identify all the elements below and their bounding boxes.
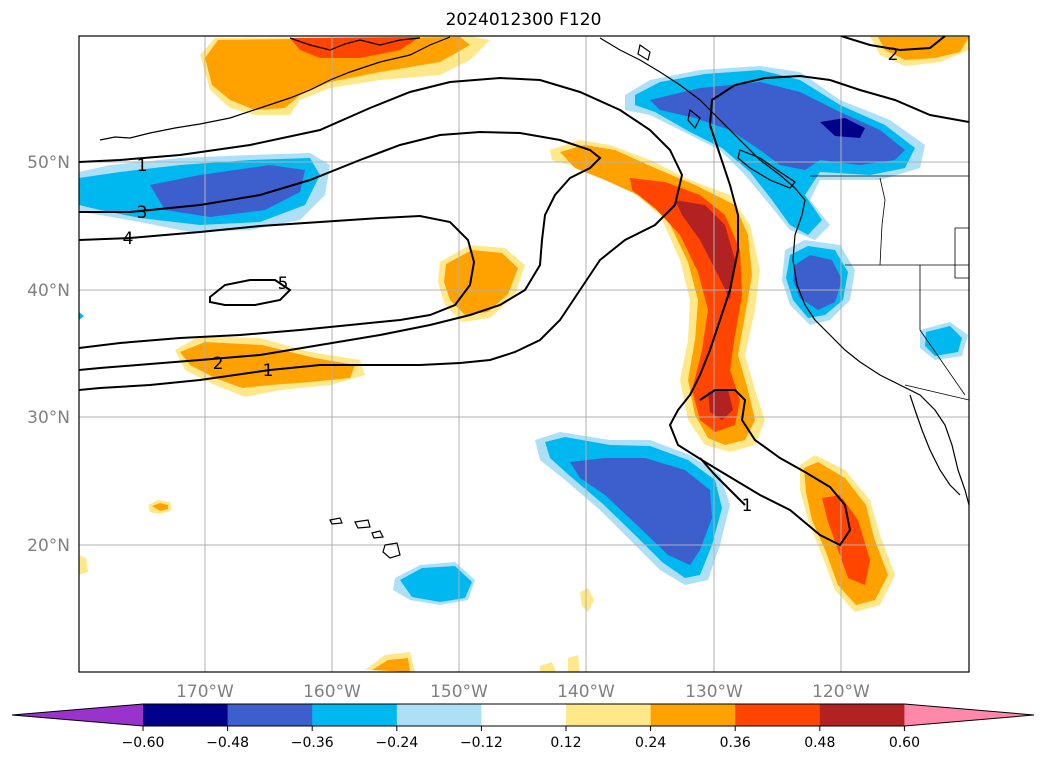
map-title: 2024012300 F120 bbox=[445, 10, 602, 30]
colorbar-segment bbox=[312, 704, 398, 726]
lon-label: 140°W bbox=[557, 682, 615, 702]
lon-label: 120°W bbox=[812, 682, 870, 702]
contour-label: 2 bbox=[213, 354, 224, 374]
contour-lines bbox=[79, 36, 969, 547]
colorbar-tick-label: 0.24 bbox=[635, 735, 666, 751]
colorbar-segment bbox=[735, 704, 821, 726]
colorbar-tick-label: −0.60 bbox=[122, 735, 165, 751]
graticule bbox=[79, 36, 969, 672]
latitude-labels: 50°N 40°N 30°N 20°N bbox=[27, 153, 70, 556]
colorbar-tick-label: −0.12 bbox=[460, 735, 503, 751]
lat-label: 50°N bbox=[27, 153, 70, 173]
colorbar-extend-low bbox=[12, 704, 143, 726]
lon-label: 160°W bbox=[303, 682, 361, 702]
contour-label: 4 bbox=[123, 229, 134, 249]
longitude-labels: 170°W 160°W 150°W 140°W 130°W 120°W bbox=[176, 682, 870, 702]
colorbar-segment bbox=[396, 704, 482, 726]
lat-label: 20°N bbox=[27, 536, 70, 556]
lon-label: 150°W bbox=[430, 682, 488, 702]
colorbar-tick-label: 0.36 bbox=[720, 735, 751, 751]
colorbar-segment bbox=[566, 704, 652, 726]
colorbar-tick-label: 0.12 bbox=[550, 735, 581, 751]
colorbar-segment bbox=[481, 704, 567, 726]
colorbar-tick-label: 0.60 bbox=[889, 735, 920, 751]
lat-label: 30°N bbox=[27, 408, 70, 428]
contour-label: 1 bbox=[742, 496, 753, 516]
lon-label: 130°W bbox=[685, 682, 743, 702]
colorbar-tick-label: −0.24 bbox=[375, 735, 418, 751]
colorbar-segment bbox=[227, 704, 313, 726]
colorbar-segment bbox=[650, 704, 736, 726]
contour-label: 1 bbox=[137, 156, 148, 176]
coastlines bbox=[99, 36, 969, 559]
map-frame bbox=[78, 35, 970, 673]
contour-label-group: 1 3 4 5 2 1 2 1 bbox=[123, 45, 899, 516]
shaded-field bbox=[79, 36, 969, 672]
colorbar-tick-label: −0.36 bbox=[291, 735, 334, 751]
colorbar-segment bbox=[819, 704, 905, 726]
contour-label: 1 bbox=[263, 361, 274, 381]
colorbar-segment bbox=[143, 704, 229, 726]
contour-label: 3 bbox=[137, 203, 148, 223]
contour-label: 5 bbox=[278, 274, 289, 294]
map-plot: 1 3 4 5 2 1 2 1 bbox=[79, 36, 969, 672]
colorbar: −0.60 −0.48 −0.36 −0.24 −0.12 0.12 0.24 0.36 0.4… bbox=[11, 703, 1035, 751]
colorbar-tick-label: 0.48 bbox=[804, 735, 835, 751]
colorbar-extend-high bbox=[904, 704, 1034, 726]
lon-label: 170°W bbox=[176, 682, 234, 702]
colorbar-tick-label: −0.48 bbox=[206, 735, 249, 751]
contour-label: 2 bbox=[888, 45, 899, 65]
lat-label: 40°N bbox=[27, 281, 70, 301]
political-borders bbox=[810, 175, 969, 401]
